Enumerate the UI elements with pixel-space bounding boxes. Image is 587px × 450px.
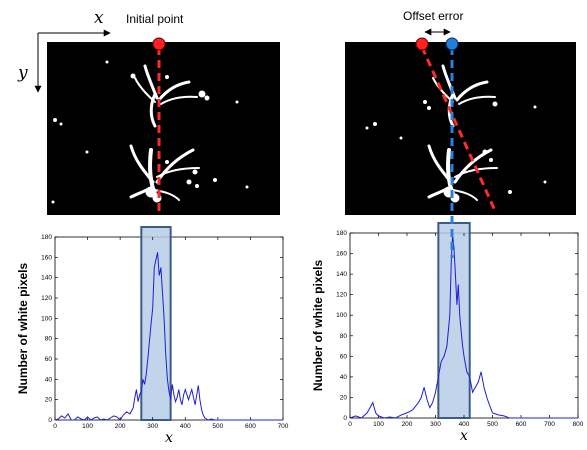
offset-error-label: Offset error xyxy=(403,9,464,23)
y-tick-label: 60 xyxy=(45,356,53,363)
y-tick-label: 80 xyxy=(45,336,53,343)
initial-point-marker xyxy=(152,37,166,51)
dashed-line-red-diagonal xyxy=(420,46,498,214)
histogram-right: 0 20 40 60 80 100 120 140 160 180 0 100 200 300 400 500… xyxy=(311,222,584,444)
histogram-left: 0 20 40 60 80 100 120 140 160 180 0 100 200 300 400 500… xyxy=(16,226,289,446)
x-tick-label: 200 xyxy=(115,423,126,430)
x-tick-label: 100 xyxy=(82,423,93,430)
y-tick-label: 40 xyxy=(45,376,53,383)
x-tick-label: 0 xyxy=(348,421,352,428)
x-tick-label: 300 xyxy=(147,423,158,430)
y-axis-label: Number of white pixels xyxy=(16,262,30,394)
y-tick-label: 140 xyxy=(41,275,52,282)
y-tick-label: 180 xyxy=(41,234,52,241)
x-tick-label: 600 xyxy=(516,421,527,428)
x-tick-label: 700 xyxy=(544,421,555,428)
y-axis-label: Number of white pixels xyxy=(311,259,325,391)
initial-point-label: Initial point xyxy=(126,12,184,26)
y-tick-label: 60 xyxy=(340,353,348,360)
y-tick-label: 140 xyxy=(336,271,347,278)
series-line xyxy=(54,252,283,421)
y-axis-variable-label: y xyxy=(18,63,28,83)
x-tick-label: 400 xyxy=(459,421,470,428)
x-tick-label: 500 xyxy=(212,423,223,430)
x-tick-label: 600 xyxy=(245,423,256,430)
x-tick-label: 400 xyxy=(180,423,191,430)
x-axis-variable-label: x xyxy=(94,8,104,28)
x-tick-label: 700 xyxy=(278,423,289,430)
y-tick-label: 180 xyxy=(336,230,347,237)
y-tick-label: 20 xyxy=(45,397,53,404)
x-tick-label: 100 xyxy=(373,421,384,428)
y-tick-label: 80 xyxy=(340,333,348,340)
x-tick-label: 300 xyxy=(430,421,441,428)
red-point-marker xyxy=(415,37,429,51)
x-tick-label: 200 xyxy=(402,421,413,428)
y-tick-label: 160 xyxy=(41,254,52,261)
y-tick-label: 0 xyxy=(48,417,52,424)
plant-image-right xyxy=(345,42,576,215)
x-tick-label: 800 xyxy=(573,421,584,428)
y-tick-label: 100 xyxy=(336,312,347,319)
x-tick-label: 0 xyxy=(53,423,57,430)
y-tick-label: 100 xyxy=(41,315,52,322)
x-tick-label: 500 xyxy=(487,421,498,428)
y-tick-label: 0 xyxy=(343,415,347,422)
y-tick-label: 40 xyxy=(340,374,348,381)
y-tick-label: 160 xyxy=(336,251,347,258)
y-tick-label: 20 xyxy=(340,394,348,401)
x-axis-label: x xyxy=(460,428,468,444)
y-tick-label: 120 xyxy=(336,292,347,299)
coordinate-arrows xyxy=(34,29,111,93)
blue-point-marker xyxy=(445,37,459,51)
y-tick-label: 120 xyxy=(41,295,52,302)
plant-image-left xyxy=(47,42,280,215)
x-axis-label: x xyxy=(165,430,173,446)
